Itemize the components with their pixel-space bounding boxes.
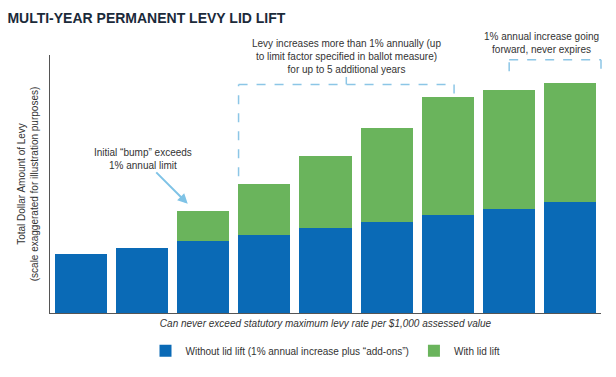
svg-text:Total Dollar Amount of Levy(sc: Total Dollar Amount of Levy(scale exagge… (16, 87, 40, 282)
svg-text:1% annual increase goingforwar: 1% annual increase goingforward, never e… (484, 31, 599, 55)
svg-text:Without lid lift (1% annual in: Without lid lift (1% annual increase plu… (186, 346, 409, 357)
svg-text:MULTI-YEAR PERMANENT LEVY LID: MULTI-YEAR PERMANENT LEVY LID LIFT (7, 10, 285, 26)
svg-text:Levy increases more than 1% an: Levy increases more than 1% annually (up… (252, 38, 441, 75)
svg-text:Initial “bump” exceeds1% annua: Initial “bump” exceeds1% annual limit (94, 147, 192, 171)
svg-text:Can never exceed statutory max: Can never exceed statutory maximum levy … (160, 318, 492, 329)
svg-text:With lid lift: With lid lift (454, 346, 500, 357)
